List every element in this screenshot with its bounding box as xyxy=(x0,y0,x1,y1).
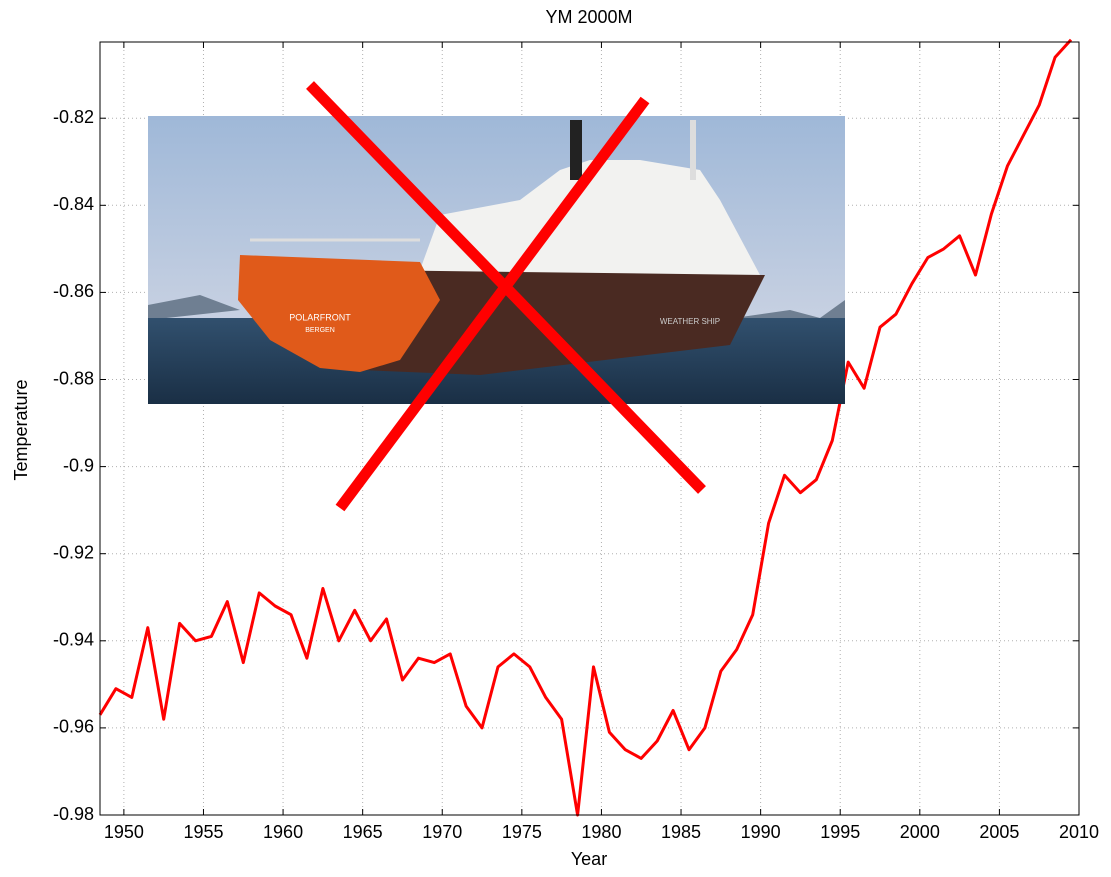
y-tick-label: -0.84 xyxy=(53,194,94,214)
y-tick-label: -0.94 xyxy=(53,630,94,650)
y-tick-label: -0.82 xyxy=(53,107,94,127)
x-axis-label: Year xyxy=(571,849,607,869)
y-tick-label: -0.9 xyxy=(63,455,94,475)
cross-line xyxy=(335,96,650,512)
y-tick-label: -0.96 xyxy=(53,717,94,737)
mast xyxy=(570,120,582,180)
y-tick-label: -0.92 xyxy=(53,542,94,562)
x-tick-label: 2010 xyxy=(1059,822,1099,842)
y-axis-label: Temperature xyxy=(11,379,31,480)
superstructure xyxy=(420,160,760,290)
plot xyxy=(98,38,1073,817)
data-line xyxy=(98,38,1073,817)
stern xyxy=(238,255,440,372)
x-tick-label: 2000 xyxy=(900,822,940,842)
x-tick-label: 1980 xyxy=(581,822,621,842)
y-tick-label: -0.86 xyxy=(53,281,94,301)
x-tick-label: 1970 xyxy=(422,822,462,842)
y-tick-label: -0.98 xyxy=(53,804,94,824)
x-tick-label: 1985 xyxy=(661,822,701,842)
x-tick-label: 1965 xyxy=(343,822,383,842)
x-tick-label: 2005 xyxy=(979,822,1019,842)
photo-text: WEATHER SHIP xyxy=(660,317,720,326)
photo-text: BERGEN xyxy=(305,327,335,334)
mast xyxy=(690,120,696,180)
x-tick-label: 1990 xyxy=(741,822,781,842)
x-tick-label: 1960 xyxy=(263,822,303,842)
y-tick-label: -0.88 xyxy=(53,368,94,388)
axes-frame xyxy=(99,41,1080,816)
chart-title: YM 2000M xyxy=(545,7,632,27)
x-tick-label: 1955 xyxy=(183,822,223,842)
photo: POLARFRONT BERGEN WEATHER SHIP xyxy=(148,116,845,404)
photo-text: POLARFRONT xyxy=(289,312,351,322)
x-tick-label: 1950 xyxy=(104,822,144,842)
x-tick-label: 1975 xyxy=(502,822,542,842)
x-tick-label: 1995 xyxy=(820,822,860,842)
